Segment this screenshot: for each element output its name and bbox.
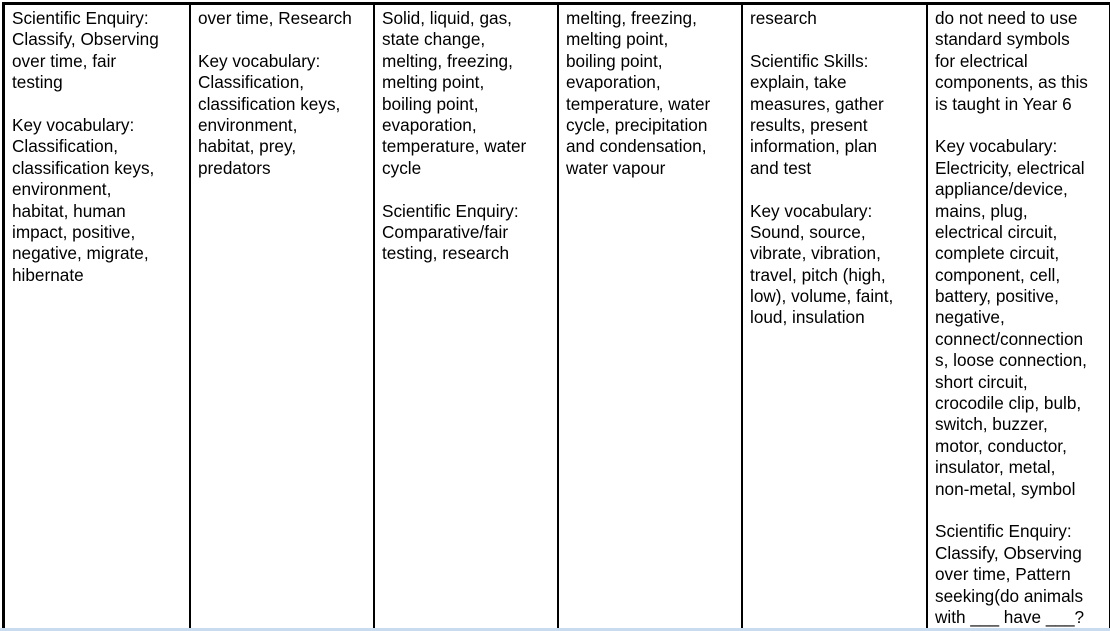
- table-cell: Solid, liquid, gas, state change, melting,…: [375, 5, 559, 628]
- table-cell: Scientific Enquiry: Classify, Observing ov…: [5, 5, 191, 628]
- cell-text-line: impact, positive,: [12, 221, 136, 242]
- cell-text-line: measures, gather: [750, 93, 884, 114]
- cell-text-line: battery, positive,: [935, 286, 1059, 307]
- cell-text-line: Key vocabulary:: [935, 136, 1058, 157]
- cell-text-line: non-metal, symbol: [935, 478, 1076, 499]
- page-edge: [0, 628, 1110, 631]
- cell-text-line: Key vocabulary:: [750, 200, 873, 221]
- cell-text-line: switch, buzzer,: [935, 414, 1048, 435]
- cell-text-line: mains, plug,: [935, 200, 1028, 221]
- table-cell: research Scientific Skills: explain, take…: [743, 5, 928, 628]
- cell-text-line: electrical circuit,: [935, 221, 1058, 242]
- cell-text-line: s, loose connection,: [935, 350, 1087, 371]
- cell-text-line: hibernate: [12, 264, 84, 285]
- cell-text-line: research: [750, 8, 817, 28]
- cell-text-line: temperature, water: [566, 93, 711, 114]
- cell-text-line: [935, 500, 1109, 521]
- cell-text-line: predators: [198, 157, 271, 178]
- cell-text-line: over time, fair: [12, 50, 117, 71]
- cell-text-line: environment,: [198, 114, 298, 135]
- cell-text-line: [750, 179, 926, 200]
- cell-text-line: over time, Research: [198, 8, 352, 28]
- cell-text-line: melting point,: [566, 29, 669, 50]
- cell-text-line: explain, take: [750, 72, 847, 93]
- cell-text-line: testing: [12, 72, 63, 93]
- table-cell: do not need to use standard symbols for el…: [928, 5, 1109, 628]
- cell-text-line: environment,: [12, 179, 112, 200]
- cell-text-line: Scientific Enquiry:: [382, 200, 519, 221]
- cell-text-line: Electricity, electrical: [935, 157, 1085, 178]
- cell-text-line: information, plan: [750, 136, 878, 157]
- cell-text-line: vibrate, vibration,: [750, 243, 881, 264]
- table-cell: over time, Research Key vocabulary: Class…: [191, 5, 375, 628]
- cell-text-line: evaporation,: [382, 114, 477, 135]
- cell-text-line: travel, pitch (high,: [750, 264, 886, 285]
- cell-text-line: cycle, precipitation: [566, 114, 708, 135]
- cell-text-line: melting, freezing,: [382, 50, 513, 71]
- cell-text-line: temperature, water: [382, 136, 527, 157]
- cell-text-line: Sound, source,: [750, 221, 866, 242]
- cell-text-line: Classification,: [198, 72, 305, 93]
- cell-text-line: Classify, Observing: [935, 542, 1082, 563]
- cell-text-line: component, cell,: [935, 264, 1061, 285]
- table-cell: melting, freezing, melting point, boiling …: [559, 5, 743, 628]
- cell-text-line: classification keys,: [198, 93, 341, 114]
- cell-text-line: [12, 94, 189, 115]
- cell-text-line: testing, research: [382, 243, 510, 264]
- cell-text-line: evaporation,: [566, 72, 661, 93]
- cell-text-line: components, as this: [935, 72, 1088, 93]
- cell-text-line: low), volume, faint,: [750, 286, 894, 307]
- cell-text-line: results, present: [750, 114, 868, 135]
- cell-text-line: melting, freezing,: [566, 8, 697, 28]
- cell-text-line: do not need to use: [935, 8, 1078, 28]
- cell-text-line: motor, conductor,: [935, 435, 1067, 456]
- cell-text-line: [382, 179, 557, 200]
- cell-text-line: and condensation,: [566, 136, 707, 157]
- cell-text-line: Classify, Observing: [12, 29, 159, 50]
- cell-text-line: Classification,: [12, 136, 119, 157]
- cell-text-line: boiling point,: [566, 50, 663, 71]
- cell-text-line: crocodile clip, bulb,: [935, 393, 1082, 414]
- cell-text-line: complete circuit,: [935, 243, 1060, 264]
- cell-text-line: Key vocabulary:: [198, 50, 321, 71]
- cell-text-line: [935, 115, 1109, 136]
- cell-text-line: is taught in Year 6: [935, 93, 1072, 114]
- cell-text-line: water vapour: [566, 157, 666, 178]
- cell-text-line: negative, migrate,: [12, 243, 149, 264]
- cell-text-line: habitat, prey,: [198, 136, 297, 157]
- cell-text-line: short circuit,: [935, 371, 1028, 392]
- cell-text-line: for electrical: [935, 50, 1028, 71]
- cell-text-line: appliance/device,: [935, 179, 1068, 200]
- cell-text-line: and test: [750, 157, 812, 178]
- cell-text-line: habitat, human: [12, 200, 126, 221]
- cell-text-line: [198, 29, 373, 50]
- cell-text-line: state change,: [382, 29, 486, 50]
- cell-text-line: connect/connection: [935, 328, 1084, 349]
- cell-text-line: cycle: [382, 157, 422, 178]
- cell-text-line: over time, Pattern: [935, 564, 1071, 585]
- cell-text-line: melting point,: [382, 72, 485, 93]
- cell-text-line: classification keys,: [12, 157, 155, 178]
- cell-text-line: Key vocabulary:: [12, 114, 135, 135]
- cell-text-line: negative,: [935, 307, 1005, 328]
- cell-text-line: boiling point,: [382, 93, 479, 114]
- cell-text-line: Scientific Enquiry:: [12, 8, 149, 28]
- cell-text-line: Solid, liquid, gas,: [382, 8, 512, 28]
- cell-text-line: standard symbols: [935, 29, 1070, 50]
- cell-text-line: loud, insulation: [750, 307, 865, 328]
- cell-text-line: Comparative/fair: [382, 221, 509, 242]
- cell-text-line: with ___ have ___?: [935, 606, 1085, 627]
- cell-text-line: insulator, metal,: [935, 457, 1056, 478]
- cell-text-line: [750, 29, 926, 50]
- cell-text-line: Scientific Enquiry:: [935, 521, 1072, 542]
- cell-text-line: Scientific Skills:: [750, 50, 869, 71]
- cell-text-line: seeking(do animals: [935, 585, 1084, 606]
